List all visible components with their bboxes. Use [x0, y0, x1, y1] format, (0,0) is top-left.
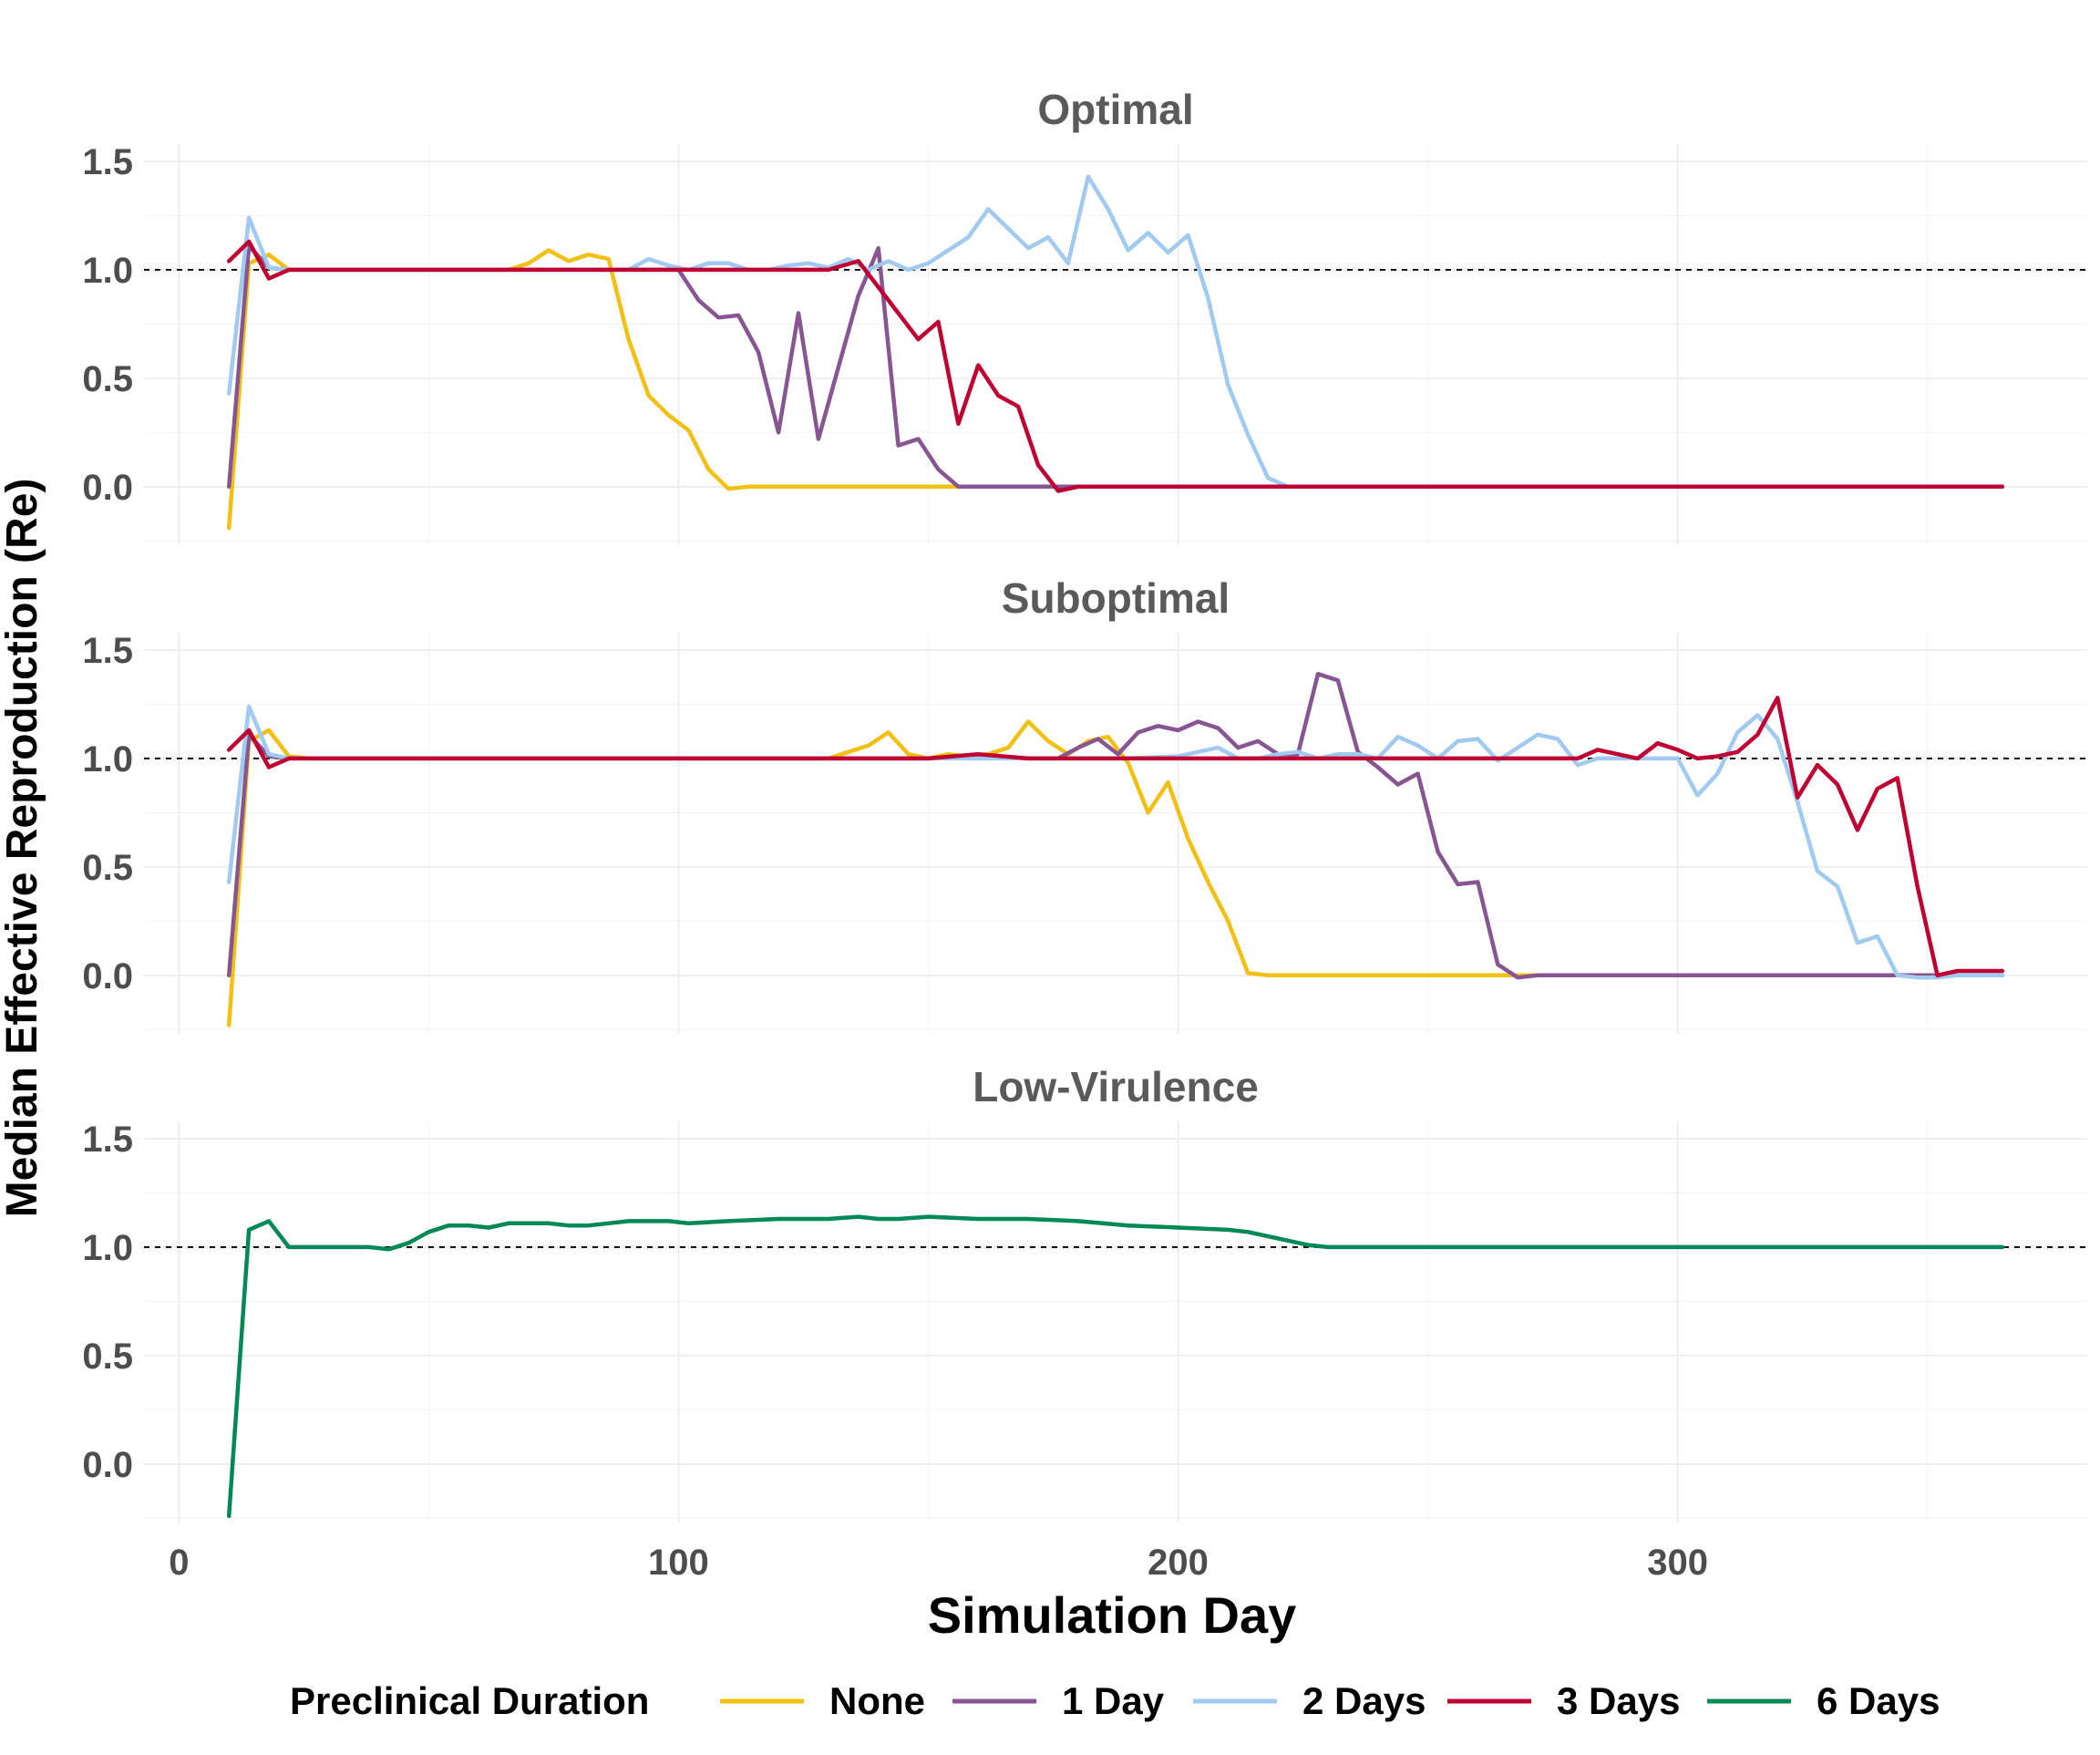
series-group	[226, 174, 2005, 531]
legend-label: 3 Days	[1557, 1679, 1680, 1722]
y-tick-label: 0.0	[82, 1445, 133, 1485]
y-tick-label: 0.5	[82, 1337, 133, 1377]
y-tick-label: 0.5	[82, 359, 133, 399]
series-group	[226, 671, 2005, 1027]
series-line-3-days	[226, 239, 2005, 493]
x-tick-label: 100	[648, 1543, 709, 1583]
x-tick-label: 200	[1148, 1543, 1209, 1583]
legend-label: None	[829, 1679, 925, 1722]
legend-label: 1 Day	[1062, 1679, 1165, 1722]
y-tick-label: 1.5	[82, 631, 133, 671]
x-tick-label: 300	[1647, 1543, 1708, 1583]
x-axis: 0 100 200 300	[169, 1543, 1708, 1583]
y-tick-labels: 0.0 0.5 1.0 1.5	[82, 142, 133, 508]
y-tick-label: 1.0	[82, 251, 133, 291]
gridlines	[144, 1121, 2087, 1523]
series-line-6-days	[226, 1214, 2005, 1519]
legend-entry: 1 Day	[952, 1679, 1165, 1722]
legend-entry: 3 Days	[1447, 1679, 1680, 1722]
y-tick-label: 1.0	[82, 1228, 133, 1268]
legend-label: 6 Days	[1817, 1679, 1940, 1722]
panel-suboptimal: 0.0 0.5 1.0 1.5 Suboptimal	[82, 574, 2087, 1034]
legend-entries: None 1 Day 2 Days 3 Days 6 Days	[720, 1679, 1940, 1722]
panels-layer: 0.0 0.5 1.0 1.5 Optimal 0.0 0.5 1.0 1.5 Suboptima…	[82, 86, 2087, 1523]
series-group	[226, 1214, 2005, 1519]
y-tick-label: 0.0	[82, 468, 133, 508]
x-axis-title: Simulation Day	[928, 1586, 1297, 1644]
y-axis-title: Median Effective Reproduction (Re)	[0, 479, 46, 1218]
y-tick-label: 0.0	[82, 956, 133, 996]
legend: Preclinical Duration None 1 Day 2 Days 3 Da…	[290, 1679, 1940, 1722]
legend-entry: None	[720, 1679, 925, 1722]
y-tick-label: 0.5	[82, 848, 133, 888]
y-tick-label: 1.0	[82, 739, 133, 779]
legend-title: Preclinical Duration	[290, 1679, 649, 1722]
panel-title: Optimal	[1037, 86, 1193, 133]
panel-title: Suboptimal	[1002, 574, 1230, 622]
legend-entry: 2 Days	[1193, 1679, 1426, 1722]
y-tick-label: 1.5	[82, 142, 133, 182]
x-tick-label: 0	[169, 1543, 189, 1583]
legend-label: 2 Days	[1302, 1679, 1426, 1722]
legend-entry: 6 Days	[1707, 1679, 1940, 1722]
y-tick-label: 1.5	[82, 1120, 133, 1160]
y-tick-labels: 0.0 0.5 1.0 1.5	[82, 631, 133, 996]
panel-title: Low-Virulence	[973, 1063, 1259, 1110]
y-tick-labels: 0.0 0.5 1.0 1.5	[82, 1120, 133, 1485]
panel-optimal: 0.0 0.5 1.0 1.5 Optimal	[82, 86, 2087, 545]
series-line-3-days	[226, 696, 2005, 978]
panel-low-virulence: 0.0 0.5 1.0 1.5 Low-Virulence	[82, 1063, 2087, 1523]
